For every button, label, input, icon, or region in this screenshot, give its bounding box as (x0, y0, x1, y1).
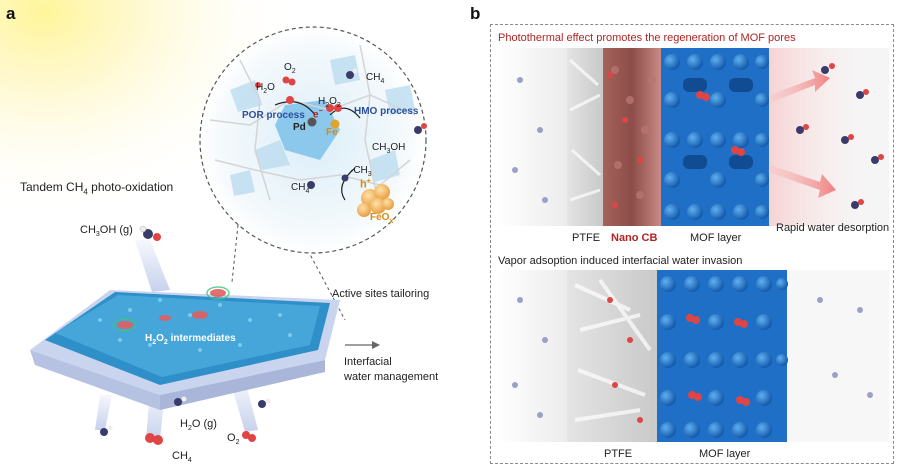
hole-label: h+ (360, 178, 371, 191)
ch3oh-molecule (139, 225, 161, 241)
h2o2-int-suffix: intermediates (167, 333, 236, 344)
panel-b-letter: b (470, 4, 481, 23)
ch4-bottom-sub: 4 (187, 457, 192, 465)
top-nanocb-label: Nano CB (611, 232, 658, 244)
methyl-radical-label: ·CH3 (350, 165, 372, 178)
methyl-radical-text: ·CH (350, 165, 368, 176)
feox-label: FeOx (370, 212, 393, 225)
h-plus-arrow (341, 167, 356, 201)
hole-text: h (360, 178, 367, 191)
feox-sub: x (389, 218, 394, 225)
interfacial-label-2: water management (344, 371, 439, 383)
tandem-sub: 4 (83, 187, 88, 197)
zoom-line-left (231, 224, 239, 283)
fe-label: Fe (326, 127, 338, 138)
active-sites-label: Active sites tailoring (332, 288, 430, 300)
h2o-gas-label: H2O (g) (180, 418, 217, 432)
zoom-o2-label: O2 (284, 62, 296, 75)
hmo-arrow (329, 107, 361, 119)
zoom-h2o-suffix: O (267, 82, 275, 93)
desorption-arrows (768, 70, 836, 198)
ch4-bottom-label: CH4 (172, 450, 192, 464)
bottom-mof-label: MOF layer (699, 448, 751, 460)
zoom-h2o-sub: 2 (263, 88, 268, 95)
electron-sup: − (318, 108, 323, 115)
bottom-molecules (100, 396, 271, 445)
o2-bottom-sub: 2 (235, 439, 240, 447)
o2-bottom-text: O (227, 432, 236, 444)
zoom-h2o2-sub2: 2 (336, 102, 341, 109)
zoom-o2-sub: 2 (291, 68, 296, 75)
zoom-h2o-text: H (256, 82, 264, 93)
h2o-gas-sub: 2 (187, 425, 192, 433)
zoom-h2o-label: H2O (256, 82, 275, 95)
zoom-h2o2-h: H (318, 96, 326, 107)
pd-label: Pd (293, 122, 306, 133)
top-scene-title: Photothermal effect promotes the regener… (498, 32, 796, 44)
zoom-ch3oh-label: CH3OH (372, 142, 405, 155)
top-mof-label: MOF layer (690, 232, 742, 244)
h2o2-int-o: O (156, 333, 164, 344)
h2o-gas-suffix: O (g) (191, 418, 217, 430)
membrane-slab (30, 286, 340, 410)
zoom-ch4-left-sub: 4 (305, 188, 310, 195)
tandem-text: Tandem CH (20, 180, 84, 194)
zoom-o2-text: O (284, 62, 292, 73)
tandem-oxidation-label: Tandem CH4 photo-oxidation (20, 180, 173, 196)
top-rapid-label: Rapid water desorption (776, 222, 890, 234)
panel-a-letter: a (6, 4, 16, 23)
zoom-h2o2-o: O (329, 96, 337, 107)
h2o2-int-sub2: 2 (163, 339, 168, 346)
bottom-water (607, 297, 750, 423)
electron-text: e (313, 109, 319, 121)
h2o-gas-text: H (180, 418, 188, 430)
zoom-circle (199, 26, 427, 254)
zoom-ch4-label: CH4 (366, 72, 384, 85)
zoom-ch4-left-label: CH4 (291, 182, 309, 195)
ch3oh-gas-text: CH (80, 224, 96, 236)
zoom-molecules (255, 68, 427, 189)
ch3oh-gas-label: CH3OH (g) (80, 224, 133, 238)
electron-label: e− (313, 108, 323, 120)
zoom-line-right (304, 244, 346, 321)
zoom-h2o2-sub1: 2 (325, 102, 330, 109)
tandem-suffix: photo-oxidation (87, 180, 174, 194)
por-arrow (274, 101, 316, 116)
panel-b-frame (490, 24, 894, 464)
bottom-scene-title: Vapor adsoption induced interfacial wate… (498, 255, 743, 267)
o2-bottom-label: O2 (227, 432, 239, 446)
h2o2-int-sub1: 2 (152, 339, 157, 346)
zoom-ch3oh-suffix: OH (390, 142, 406, 153)
panel-b-bottom-scene (497, 270, 889, 442)
zoom-ch4-left-text: CH (291, 182, 306, 193)
zoom-ch4-sub: 4 (380, 78, 385, 85)
top-ptfe-label: PTFE (572, 232, 601, 244)
feox-text: FeO (370, 212, 390, 223)
ch3oh-gas-sub: 3 (95, 231, 100, 239)
top-molecules (512, 63, 884, 209)
zoom-ch3oh-sub: 3 (386, 148, 391, 155)
h2o2-int-h: H (145, 333, 153, 344)
h2o2-intermediates-label: H2O2 intermediates (145, 333, 236, 346)
ch3oh-gas-suffix: OH (g) (99, 224, 133, 236)
hole-sup: + (366, 178, 371, 185)
zoom-h2o2-label: H2O2 (318, 96, 341, 109)
pd-atom (307, 117, 317, 127)
bottom-ptfe-label: PTFE (604, 448, 633, 460)
zoom-ch3oh-text: CH (372, 142, 387, 153)
panel-b-top-scene (497, 48, 889, 226)
feox-cluster (357, 184, 394, 217)
hmo-process-label: HMO process (354, 106, 419, 117)
interfacial-label-1: Interfacial (344, 356, 392, 368)
interfacial-arrow (345, 341, 380, 349)
zoom-ch4-text: CH (366, 72, 381, 83)
fe-atom (330, 119, 340, 129)
por-process-label: POR process (242, 110, 305, 121)
blue-cluster (275, 100, 340, 160)
ch4-bottom-text: CH (172, 450, 188, 462)
methyl-radical-sub: 3 (367, 171, 372, 178)
